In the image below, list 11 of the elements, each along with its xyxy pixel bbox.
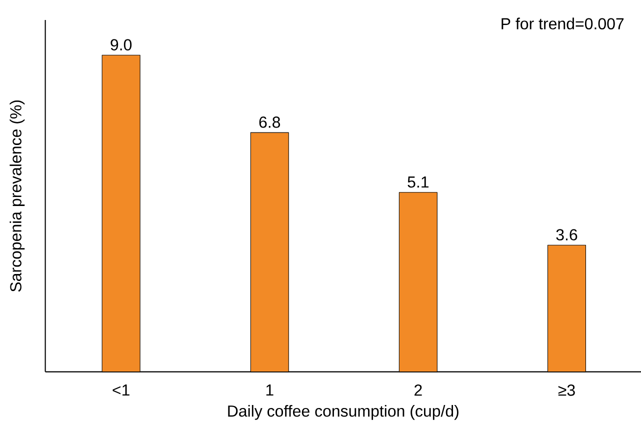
- x-tick-label: ≥3: [558, 384, 575, 396]
- data-label: 3.6: [556, 228, 578, 240]
- data-label: 6.8: [259, 116, 280, 128]
- y-axis-title: Sarcopenia prevalence (%): [10, 100, 25, 292]
- x-tick-label: 1: [266, 384, 274, 396]
- x-tick-label: <1: [112, 384, 130, 396]
- data-label: 5.1: [408, 176, 429, 188]
- x-axis-title: Daily coffee consumption (cup/d): [228, 404, 458, 420]
- data-label: 9.0: [110, 38, 132, 50]
- x-tick-label: 2: [414, 384, 422, 396]
- annotation: P for trend=0.007: [502, 17, 624, 30]
